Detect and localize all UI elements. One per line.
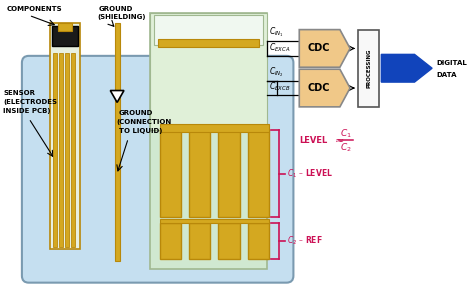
Bar (150, 13, 267, 130)
FancyBboxPatch shape (22, 56, 293, 283)
Bar (160, 223, 181, 259)
Text: $C_{IN_1}$: $C_{IN_1}$ (269, 25, 284, 39)
Bar (50, 23, 80, 249)
Polygon shape (299, 29, 350, 67)
Text: SENSOR: SENSOR (3, 90, 36, 97)
Bar (71, 53, 74, 247)
Text: $C_1$ – LEVEL: $C_1$ – LEVEL (287, 167, 332, 180)
Bar (218, 223, 240, 259)
Text: COMPONENTS: COMPONENTS (6, 6, 62, 12)
Polygon shape (110, 90, 124, 102)
Text: GROUND: GROUND (99, 6, 134, 12)
Text: TO LIQUID): TO LIQUID) (118, 128, 162, 134)
Bar (158, 39, 259, 47)
Bar (160, 124, 269, 132)
Text: CDC: CDC (307, 43, 330, 53)
Polygon shape (299, 69, 350, 107)
Text: $C_{EXCA}$: $C_{EXCA}$ (269, 41, 291, 54)
Bar (247, 223, 269, 259)
Bar (150, 13, 267, 269)
Text: (CONNECTION: (CONNECTION (117, 119, 172, 125)
Bar (65, 53, 69, 247)
Text: $C_{EXCB}$: $C_{EXCB}$ (269, 81, 291, 94)
Text: INSIDE PCB): INSIDE PCB) (3, 108, 51, 114)
Bar (160, 130, 181, 217)
Text: $C_1$: $C_1$ (340, 128, 352, 140)
Bar (358, 29, 379, 107)
Text: $C_2$: $C_2$ (340, 142, 352, 154)
Bar (115, 23, 119, 261)
Text: LEVEL: LEVEL (299, 136, 328, 144)
Bar (52, 26, 78, 46)
Text: CDC: CDC (307, 83, 330, 93)
Text: PROCESSING: PROCESSING (366, 49, 371, 88)
Bar (160, 219, 269, 223)
Bar (59, 53, 63, 247)
Bar (154, 15, 263, 45)
Text: (ELECTRODES: (ELECTRODES (3, 99, 57, 105)
Bar (189, 223, 210, 259)
Bar (247, 130, 269, 217)
Text: $\approx$: $\approx$ (332, 135, 345, 145)
Bar (218, 130, 240, 217)
Text: $C_{IN_2}$: $C_{IN_2}$ (269, 65, 284, 79)
Text: DATA: DATA (436, 72, 456, 78)
Bar (53, 53, 57, 247)
Text: (SHIELDING): (SHIELDING) (97, 14, 146, 20)
Bar (58, 23, 72, 31)
Text: GROUND: GROUND (118, 110, 153, 116)
FancyArrow shape (381, 54, 432, 82)
Bar (189, 130, 210, 217)
Text: DIGITAL: DIGITAL (436, 60, 467, 66)
Text: $C_2$ – REF: $C_2$ – REF (287, 235, 322, 247)
